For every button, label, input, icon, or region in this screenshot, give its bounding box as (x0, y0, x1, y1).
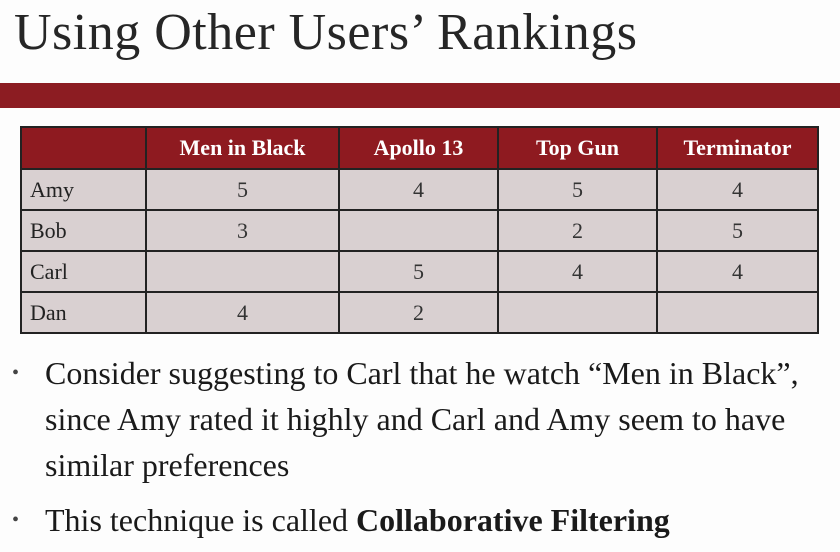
row-name-cell: Carl (20, 250, 147, 293)
table-row: Amy 5 4 5 4 (20, 168, 819, 211)
bullet-marker: • (12, 509, 20, 531)
title-underline-bar (0, 83, 840, 108)
rating-cell: 2 (338, 291, 499, 334)
header-top-gun: Top Gun (497, 126, 658, 170)
rating-cell: 3 (145, 209, 340, 252)
rating-cell: 4 (656, 250, 819, 293)
bullet-emphasis-text: Collaborative Filtering (356, 502, 670, 538)
rating-cell: 5 (656, 209, 819, 252)
table-row: Carl 5 4 4 (20, 250, 819, 293)
row-name-cell: Bob (20, 209, 147, 252)
header-terminator: Terminator (656, 126, 819, 170)
bullet-list: • Consider suggesting to Carl that he wa… (0, 350, 840, 543)
bullet-marker: • (12, 362, 20, 384)
ratings-table: Men in Black Apollo 13 Top Gun Terminato… (20, 126, 819, 334)
rating-cell: 5 (497, 168, 658, 211)
row-name-cell: Dan (20, 291, 147, 334)
rating-cell: 2 (497, 209, 658, 252)
rating-cell: 4 (497, 250, 658, 293)
rating-cell: 4 (145, 291, 340, 334)
rating-cell (497, 291, 658, 334)
bullet-text: This technique is called (45, 502, 357, 538)
rating-cell (338, 209, 499, 252)
bullet-item-suggestion: • Consider suggesting to Carl that he wa… (0, 350, 840, 488)
row-name-cell: Amy (20, 168, 147, 211)
rating-cell: 5 (145, 168, 340, 211)
table-header-row: Men in Black Apollo 13 Top Gun Terminato… (20, 126, 819, 170)
rating-cell (656, 291, 819, 334)
header-corner-cell (20, 126, 147, 170)
bullet-item-technique: • This technique is called Collaborative… (0, 497, 840, 543)
header-apollo-13: Apollo 13 (338, 126, 499, 170)
slide-title: Using Other Users’ Rankings (14, 4, 638, 61)
bullet-text: Consider suggesting to Carl that he watc… (45, 355, 799, 483)
table-row: Dan 4 2 (20, 291, 819, 334)
table-row: Bob 3 2 5 (20, 209, 819, 252)
header-men-in-black: Men in Black (145, 126, 340, 170)
rating-cell: 4 (338, 168, 499, 211)
rating-cell: 4 (656, 168, 819, 211)
rating-cell: 5 (338, 250, 499, 293)
rating-cell (145, 250, 340, 293)
